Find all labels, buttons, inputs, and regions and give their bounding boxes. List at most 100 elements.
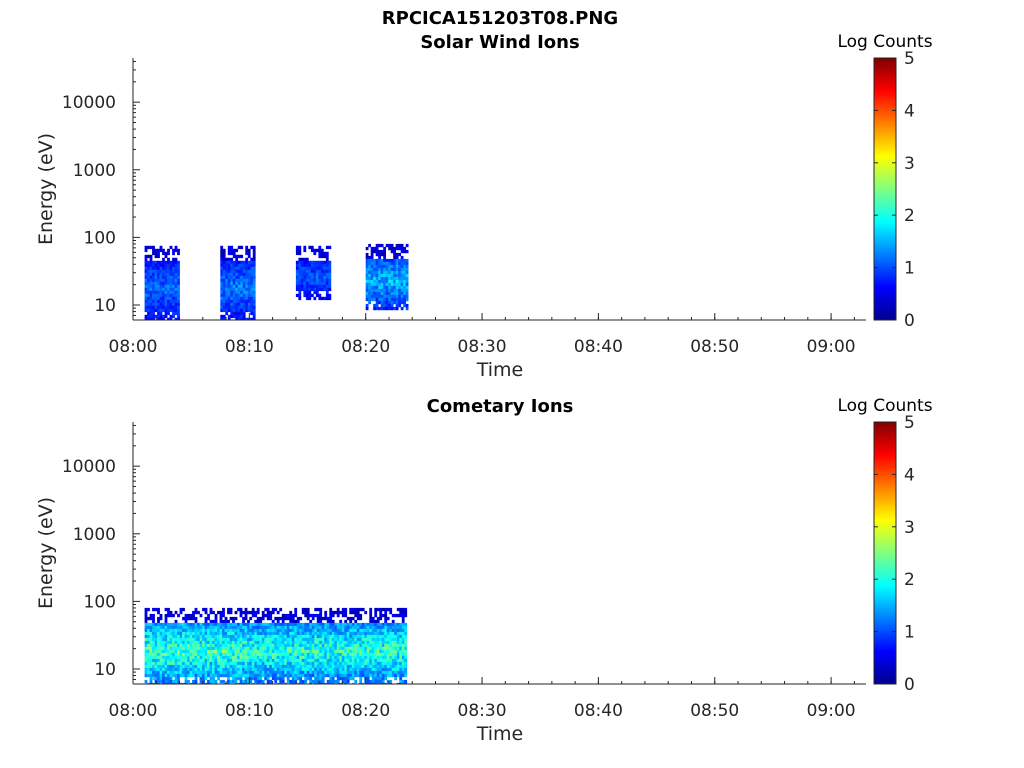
data-cell xyxy=(174,661,178,666)
data-cell xyxy=(199,622,203,627)
data-cell xyxy=(279,640,283,645)
data-cell xyxy=(239,670,243,675)
data-cell xyxy=(237,649,240,654)
data-cell xyxy=(229,646,233,651)
data-cell xyxy=(373,288,376,293)
data-cell xyxy=(323,281,327,286)
data-cell xyxy=(274,643,278,648)
data-cell xyxy=(154,625,158,630)
data-cell xyxy=(240,284,244,289)
data-cell xyxy=(159,275,163,280)
data-cell xyxy=(197,667,200,672)
data-cell xyxy=(199,634,203,639)
data-cell xyxy=(349,652,353,657)
data-cell xyxy=(169,658,173,663)
data-cell xyxy=(242,652,245,657)
data-cell xyxy=(154,296,158,301)
data-cell xyxy=(326,634,330,639)
data-cell xyxy=(374,664,378,669)
data-cell xyxy=(247,634,250,639)
data-cell xyxy=(202,679,205,684)
data-cell xyxy=(276,619,280,624)
data-cell xyxy=(232,263,236,268)
data-cell xyxy=(209,631,213,636)
data-cell xyxy=(286,673,290,678)
data-cell xyxy=(321,631,325,636)
data-cell xyxy=(167,625,170,630)
data-cell xyxy=(172,661,175,666)
data-cell xyxy=(291,667,295,672)
data-cell xyxy=(230,272,234,277)
data-cell xyxy=(385,276,389,281)
data-cell xyxy=(157,649,160,654)
data-cell xyxy=(202,661,205,666)
data-cell xyxy=(220,257,224,262)
data-cell xyxy=(169,317,173,320)
data-cell xyxy=(313,263,317,268)
data-cell xyxy=(197,637,200,642)
data-cell xyxy=(395,246,399,251)
data-cell xyxy=(159,299,163,304)
data-cell xyxy=(152,613,155,618)
data-cell xyxy=(346,649,350,654)
data-cell xyxy=(378,267,381,272)
data-cell xyxy=(152,314,155,319)
data-cell xyxy=(393,279,396,284)
data-cell xyxy=(354,679,358,684)
data-cell xyxy=(259,667,263,672)
data-cell xyxy=(172,682,175,684)
data-cell xyxy=(279,652,283,657)
data-cell xyxy=(309,682,313,684)
data-cell xyxy=(249,670,253,675)
data-cell xyxy=(230,290,234,295)
data-cell xyxy=(299,661,303,666)
data-cell xyxy=(303,278,307,283)
data-cell xyxy=(157,652,160,657)
data-cell xyxy=(237,287,241,292)
data-cell xyxy=(250,278,254,283)
data-cell xyxy=(247,619,250,624)
data-cell xyxy=(212,661,215,666)
data-cell xyxy=(177,682,180,684)
data-cell xyxy=(331,643,335,648)
data-cell xyxy=(318,266,322,271)
data-cell xyxy=(259,646,263,651)
data-cell xyxy=(276,622,280,627)
data-cell xyxy=(247,308,251,313)
data-cell xyxy=(393,294,396,299)
data-cell xyxy=(230,311,234,316)
data-cell xyxy=(374,625,378,630)
data-cell xyxy=(401,637,405,642)
data-cell xyxy=(245,269,249,274)
data-cell xyxy=(222,610,225,615)
data-cell xyxy=(232,628,235,633)
data-cell xyxy=(154,652,158,657)
data-cell xyxy=(375,291,379,296)
data-cell xyxy=(313,275,317,280)
data-cell xyxy=(220,314,224,319)
data-cell xyxy=(366,658,370,663)
data-cell xyxy=(144,272,148,277)
data-cell xyxy=(295,287,299,292)
data-cell xyxy=(182,625,185,630)
data-cell xyxy=(254,652,258,657)
data-cell xyxy=(368,270,371,275)
data-cell xyxy=(162,652,165,657)
data-cell xyxy=(296,667,300,672)
data-cell xyxy=(394,637,398,642)
data-cell xyxy=(204,658,208,663)
data-cell xyxy=(279,667,283,672)
data-cell xyxy=(249,622,253,627)
data-cell xyxy=(247,655,250,660)
data-cell xyxy=(167,251,170,256)
data-cell xyxy=(167,631,170,636)
data-cell xyxy=(289,673,293,678)
data-cell xyxy=(242,299,246,304)
data-cell xyxy=(254,670,258,675)
data-cell xyxy=(391,661,395,666)
data-cell xyxy=(179,667,183,672)
data-cell xyxy=(235,266,239,271)
data-cell xyxy=(189,670,193,675)
data-cell xyxy=(202,634,205,639)
data-cell xyxy=(405,270,409,275)
